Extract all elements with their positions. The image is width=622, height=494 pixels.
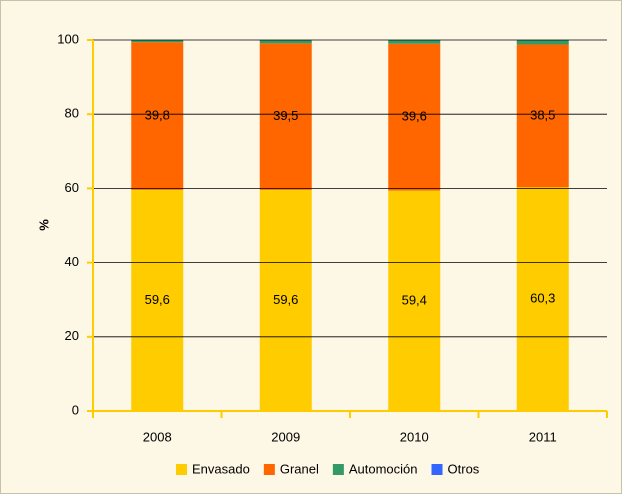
legend-label: Granel bbox=[280, 461, 319, 476]
legend-label: Otros bbox=[448, 461, 480, 476]
bar-segment bbox=[388, 40, 441, 44]
x-tick-label: 2010 bbox=[400, 429, 429, 444]
y-tick-label: 20 bbox=[65, 328, 79, 343]
bar-segment bbox=[388, 43, 441, 191]
y-tick-label: 60 bbox=[65, 180, 79, 195]
bar-segment bbox=[259, 189, 312, 411]
x-tick-label: 2009 bbox=[271, 429, 300, 444]
legend-swatch bbox=[431, 464, 443, 475]
bar-segment bbox=[516, 44, 569, 188]
data-label: 59,6 bbox=[273, 292, 298, 307]
data-label: 59,4 bbox=[402, 292, 427, 307]
y-tick-label: 0 bbox=[72, 402, 79, 417]
bar-segment bbox=[131, 189, 184, 411]
y-axis-label: % bbox=[36, 219, 51, 231]
data-label: 60,3 bbox=[530, 291, 555, 306]
data-label: 39,6 bbox=[402, 109, 427, 124]
legend-swatch bbox=[263, 464, 275, 475]
bar-segment bbox=[388, 190, 441, 411]
legend-swatch bbox=[176, 464, 187, 475]
data-label: 59,6 bbox=[145, 292, 170, 307]
y-tick-label: 100 bbox=[57, 31, 79, 46]
bar-segment bbox=[131, 40, 184, 43]
data-label: 39,5 bbox=[273, 108, 298, 123]
x-tick-label: 2011 bbox=[529, 429, 557, 444]
legend-label: Envasado bbox=[192, 461, 250, 476]
y-tick-label: 40 bbox=[65, 254, 79, 269]
legend-label: Automoción bbox=[349, 461, 418, 476]
bar-segment bbox=[516, 40, 569, 45]
bar-segment bbox=[131, 42, 184, 190]
bar-segment bbox=[259, 43, 312, 190]
data-label: 39,8 bbox=[145, 107, 170, 122]
bar-segment bbox=[259, 40, 312, 44]
x-tick-label: 2008 bbox=[143, 429, 172, 444]
data-label: 38,5 bbox=[530, 107, 555, 122]
y-tick-label: 80 bbox=[65, 106, 79, 121]
legend-swatch bbox=[332, 464, 344, 475]
bar-segment bbox=[516, 187, 569, 411]
